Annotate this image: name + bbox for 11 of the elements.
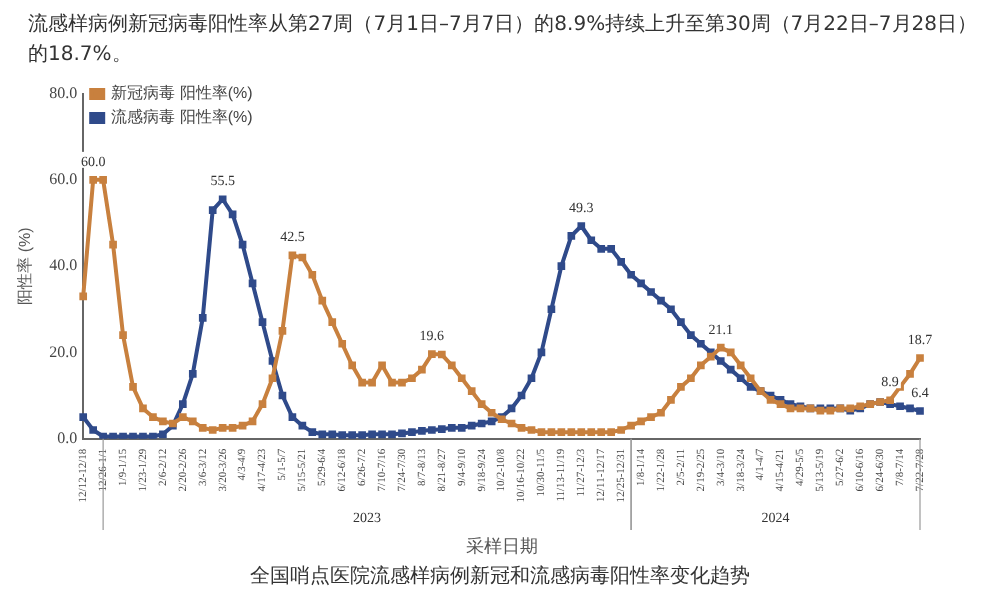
y-tick-label: 80.0 (49, 83, 78, 102)
y-tick-label: 60.0 (49, 170, 78, 189)
y-tick-label: 20.0 (49, 342, 78, 361)
text: 全国哨点医院流感样病例新冠和流感病毒阳性率变化趋势 (248, 563, 752, 590)
y-tick-label: 40.0 (49, 256, 78, 275)
chart-title: 流感样病例新冠病毒阳性率从第27周（7月1日–7月7日）的8.9%持续上升至第30周（7月22日–7月28日）的18.7%。 (26, 11, 979, 70)
x-axis-title: 采样日期 (465, 536, 538, 557)
legend-label: 流感病毒 阳性率(%) (111, 108, 254, 127)
y-axis-title: 阳性率 (%) (16, 226, 35, 305)
legend-label: 新冠病毒 阳性率(%) (111, 84, 254, 103)
y-tick-label: 0.0 (57, 428, 78, 447)
